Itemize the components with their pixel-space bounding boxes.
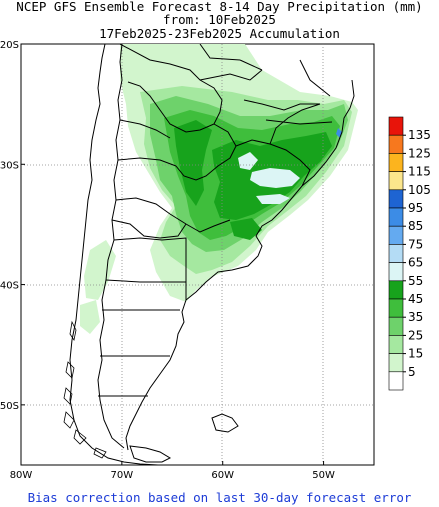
lat-label: 30S — [0, 160, 19, 171]
legend-color-box — [388, 171, 404, 191]
forecast-init-date: from: 10Feb2025 — [163, 12, 276, 27]
lon-label: 80W — [10, 470, 33, 481]
lon-label: 50W — [312, 470, 335, 481]
lon-label: 70W — [111, 470, 134, 481]
legend-color-box — [388, 225, 404, 245]
lat-label: 50S — [0, 401, 19, 412]
legend-color-box — [388, 153, 404, 172]
legend-color-box — [388, 316, 404, 336]
legend-label: 85 — [408, 219, 423, 233]
legend-color-box — [388, 207, 404, 227]
legend-label: 55 — [408, 274, 423, 288]
accumulation-period: 17Feb2025-23Feb2025 Accumulation — [99, 26, 340, 41]
bias-correction-note: Bias correction based on last 30-day for… — [27, 490, 412, 505]
lat-label: 40S — [0, 281, 19, 292]
legend-color-box — [388, 335, 404, 354]
legend-label: 65 — [408, 256, 423, 270]
legend-label: 45 — [408, 292, 423, 306]
precipitation-legend: 135 125 115 105 95 85 75 65 55 45 35 25 15 5 — [388, 116, 431, 391]
legend-color-box — [388, 353, 404, 373]
legend-label: 135 — [408, 128, 431, 142]
legend-color-box — [388, 134, 404, 154]
legend-label: 95 — [408, 201, 423, 215]
latitude-labels: 20S 30S 40S 50S — [0, 40, 25, 412]
legend-color-box — [388, 189, 404, 209]
legend-label: 125 — [408, 146, 431, 160]
legend-color-box — [388, 116, 404, 136]
lat-label: 20S — [0, 40, 19, 51]
legend-color-box — [388, 371, 404, 391]
legend-color-box — [388, 244, 404, 263]
longitude-labels: 80W 70W 60W 50W — [10, 461, 335, 481]
precip-shading-55mm — [238, 152, 300, 204]
legend-label: 5 — [408, 365, 416, 379]
legend-label: 35 — [408, 310, 423, 324]
legend-label: 115 — [408, 165, 431, 179]
legend-label: 25 — [408, 328, 423, 342]
legend-label: 15 — [408, 347, 423, 361]
legend-color-box — [388, 262, 404, 282]
legend-label: 105 — [408, 183, 431, 197]
coastlines-and-borders — [69, 44, 355, 465]
legend-color-box — [388, 280, 404, 300]
legend-color-box — [388, 298, 404, 318]
chilean-islands — [63, 320, 107, 459]
lon-label: 60W — [211, 470, 234, 481]
legend-label: 75 — [408, 237, 423, 251]
map-title: NCEP GFS Ensemble Forecast 8-14 Day Prec… — [16, 0, 423, 14]
lat-lon-grid — [21, 44, 374, 465]
